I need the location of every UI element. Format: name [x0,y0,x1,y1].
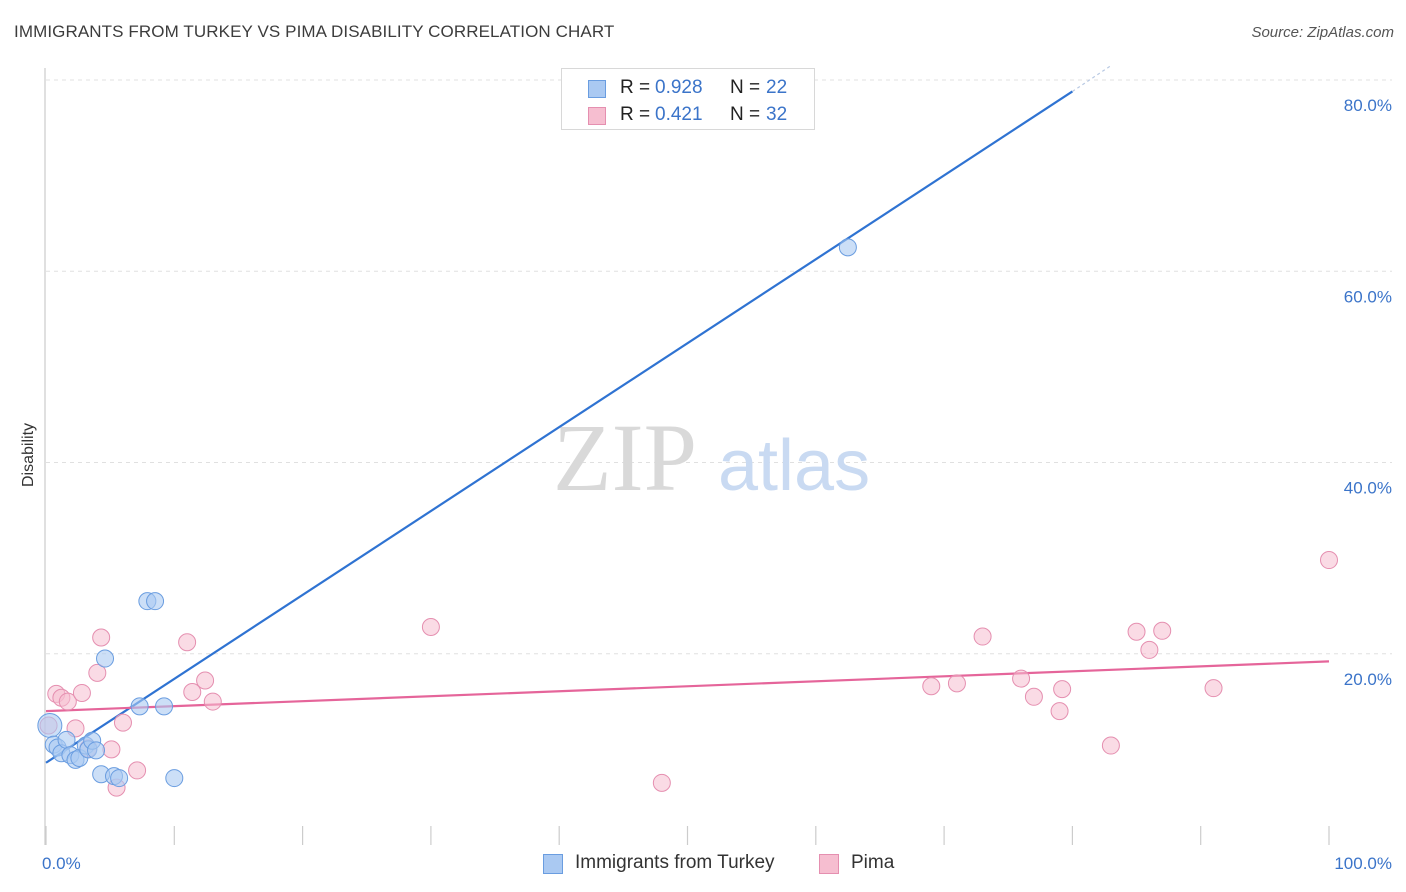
legend-n-value: 32 [766,104,788,125]
data-point-turkey [146,592,165,611]
bottom-legend-label-turkey: Immigrants from Turkey [575,852,775,873]
legend-swatch-pima [588,107,606,125]
data-point-pima [88,663,107,682]
y-tick-label: 20.0% [1344,670,1392,689]
data-point-turkey [57,730,76,749]
data-points [37,238,1338,797]
y-tick-label: 40.0% [1344,479,1392,498]
x-tick-label: 100.0% [1334,854,1392,873]
legend-n-label: N = [730,104,761,125]
legend-r-label: R = [620,104,651,125]
legend-n-label: N = [730,77,761,98]
data-point-pima [1053,680,1072,699]
x-tick-label: 0.0% [42,854,81,873]
legend-n-value: 22 [766,77,788,98]
data-point-pima [922,677,941,696]
data-point-pima [1127,622,1146,641]
data-point-turkey [165,769,184,788]
data-point-pima [72,683,91,702]
data-point-turkey [96,649,115,668]
legend-swatch-turkey [588,80,606,98]
data-point-turkey [130,697,149,716]
source-label: Source: ZipAtlas.com [1251,24,1394,41]
data-point-pima [652,773,671,792]
chart-title: IMMIGRANTS FROM TURKEY VS PIMA DISABILIT… [14,22,615,41]
data-point-pima [128,761,147,780]
trend-lines [45,65,1330,764]
bottom-legend-swatch-turkey [543,854,563,874]
data-point-turkey [838,238,857,257]
data-point-pima [183,683,202,701]
data-point-pima [1204,679,1223,698]
watermark-atlas: atlas [718,426,870,506]
y-tick-label: 60.0% [1344,287,1392,306]
data-point-pima [1153,621,1172,640]
data-point-pima [1050,702,1069,721]
legend-r-value: 0.928 [655,77,703,98]
data-point-pima [973,627,992,646]
data-point-pima [58,692,77,711]
data-point-pima [113,713,132,732]
data-point-turkey [87,741,106,760]
legend-r-label: R = [620,77,651,98]
data-point-pima [196,671,215,690]
trend-line-turkey-extension [1072,65,1112,92]
data-point-pima [1320,551,1338,570]
trend-line-pima [45,660,1330,713]
data-point-pima [1101,736,1120,755]
data-point-pima [178,633,197,652]
data-point-pima [1024,687,1043,706]
y-axis-label: Disability [20,423,37,487]
data-point-turkey [155,697,174,716]
watermark: ZIP atlas [553,404,870,511]
data-point-turkey [110,769,129,788]
data-point-turkey [37,712,63,738]
legend-r-value: 0.421 [655,104,703,125]
data-point-pima [203,692,222,711]
watermark-zip: ZIP [553,404,697,511]
grid [46,79,1392,655]
bottom-legend-label-pima: Pima [851,852,895,873]
tick-labels: 20.0% 40.0% 60.0% 80.0% 0.0% 100.0% [42,96,1392,873]
correlation-legend: R = 0.928 N = 22 R = 0.421 N = 32 [561,68,815,130]
data-point-pima [421,617,440,636]
data-point-pima [1012,669,1031,688]
data-point-pima [947,674,966,693]
data-point-pima [102,740,121,759]
trend-line-turkey [45,90,1074,764]
data-point-pima [1140,640,1159,659]
data-point-pima [92,628,111,647]
bottom-legend-swatch-pima [819,854,839,874]
y-tick-label: 80.0% [1344,96,1392,115]
